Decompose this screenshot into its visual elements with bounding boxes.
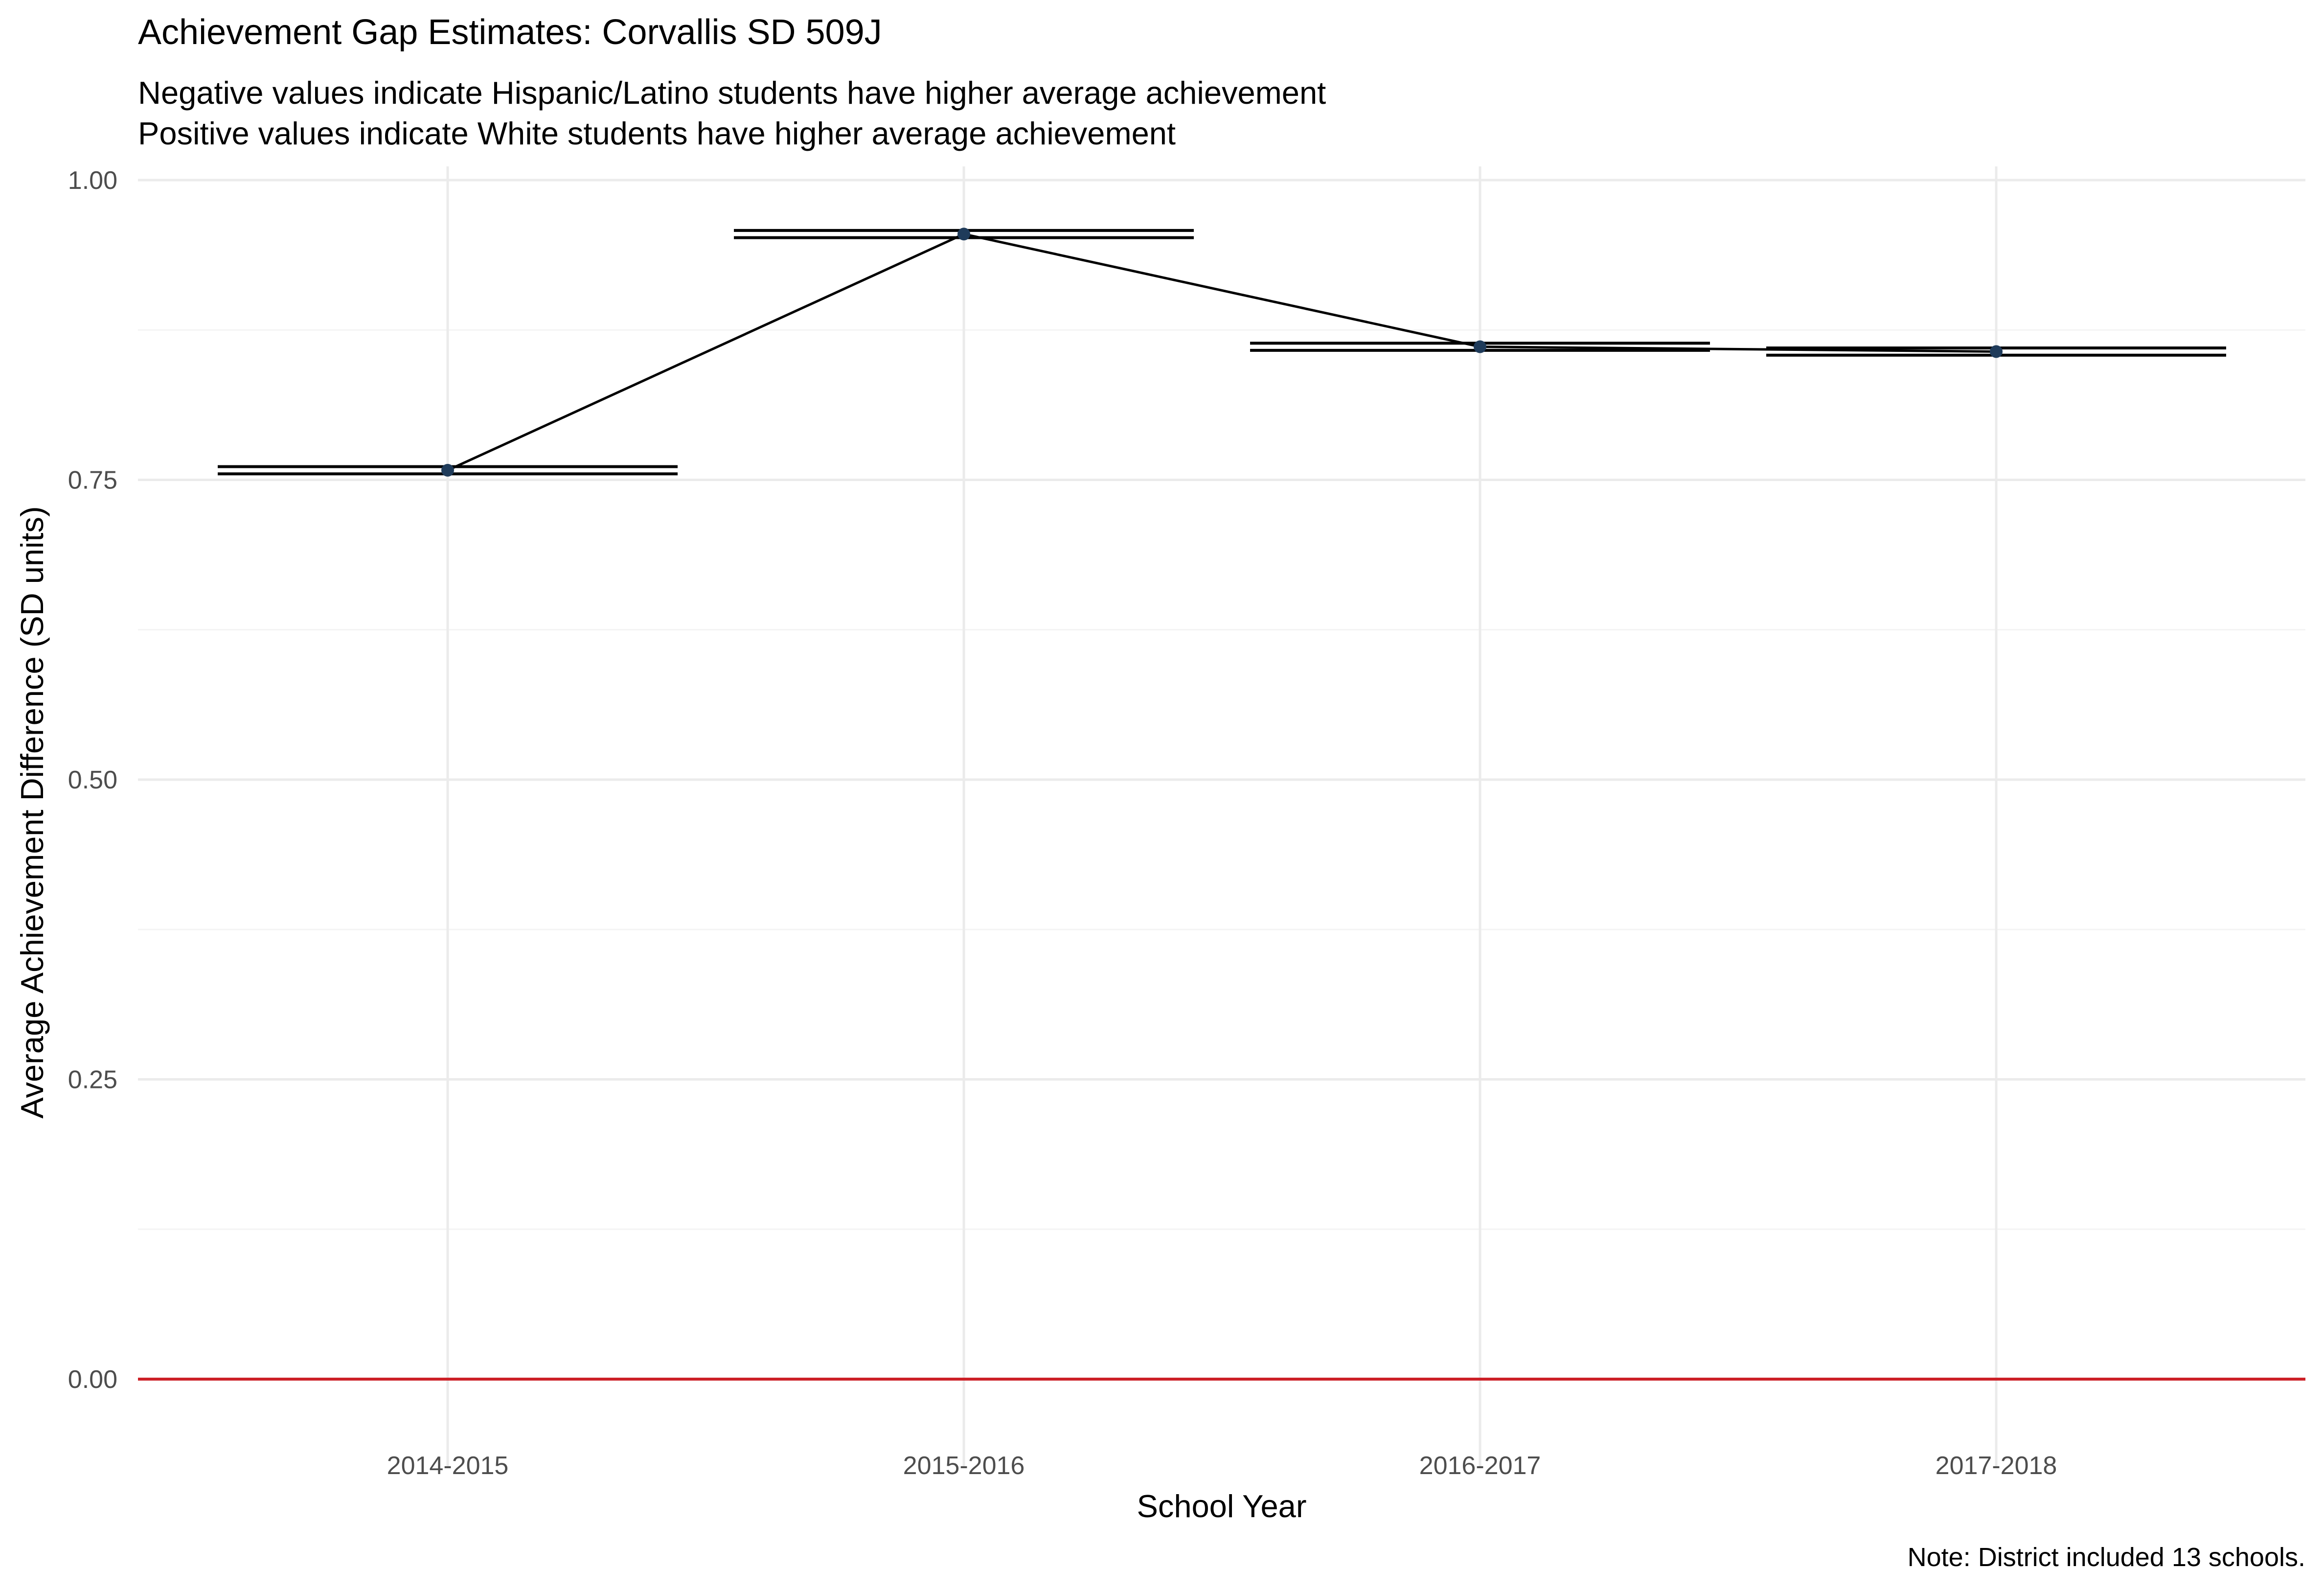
x-axis-label: School Year xyxy=(1137,1488,1307,1524)
series-line xyxy=(447,232,1997,472)
chart-caption: Note: District included 13 schools. xyxy=(1908,1543,2305,1572)
y-tick-label: 1.00 xyxy=(68,166,117,195)
y-tick-label: 0.50 xyxy=(68,766,117,794)
x-tick-label: 2015-2016 xyxy=(903,1452,1025,1480)
data-point xyxy=(441,463,454,477)
y-tick-label: 0.00 xyxy=(68,1365,117,1394)
chart-subtitle-line-1: Negative values indicate Hispanic/Latino… xyxy=(138,75,1326,111)
data-point xyxy=(1474,340,1486,353)
x-tick-label: 2017-2018 xyxy=(1936,1452,2057,1480)
x-tick-label: 2016-2017 xyxy=(1419,1452,1541,1480)
x-tick-label: 2014-2015 xyxy=(387,1452,509,1480)
point-layer xyxy=(441,228,2003,477)
chart-title: Achievement Gap Estimates: Corvallis SD … xyxy=(138,13,882,52)
y-tick-label: 0.75 xyxy=(68,466,117,495)
chart-subtitle-line-2: Positive values indicate White students … xyxy=(138,115,1176,151)
data-point xyxy=(957,228,970,241)
line-layer xyxy=(447,232,1997,472)
y-tick-label: 0.25 xyxy=(68,1066,117,1094)
y-axis-label: Average Achievement Difference (SD units… xyxy=(14,506,50,1118)
data-point xyxy=(1990,345,2003,358)
grid-layer xyxy=(138,166,2305,1468)
x-tick-label-layer: 2014-2015 2015-2016 2016-2017 2017-2018 xyxy=(387,1452,2057,1480)
y-tick-label-layer: 0.00 0.25 0.50 0.75 1.00 xyxy=(68,166,117,1394)
